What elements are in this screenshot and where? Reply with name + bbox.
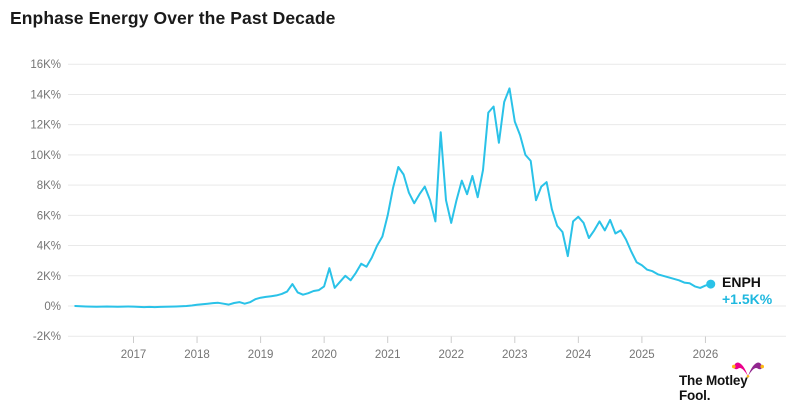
svg-text:-2K%: -2K%	[33, 331, 61, 343]
gridlines	[68, 63, 786, 337]
end-point-marker	[706, 279, 716, 289]
svg-text:2K%: 2K%	[37, 271, 61, 283]
svg-text:2025: 2025	[629, 349, 655, 361]
svg-text:0%: 0%	[44, 301, 61, 313]
series-end-labels: ENPH +1.5K%	[722, 274, 772, 308]
svg-text:2024: 2024	[566, 349, 592, 361]
price-line	[74, 87, 712, 309]
svg-text:2023: 2023	[502, 349, 528, 361]
jester-hat-icon	[732, 362, 764, 378]
svg-text:2022: 2022	[438, 349, 464, 361]
motley-fool-logo: The Motley Fool.	[679, 356, 779, 403]
chart-title: Enphase Energy Over the Past Decade	[10, 8, 336, 28]
svg-text:6K%: 6K%	[37, 210, 61, 222]
logo-text: The Motley Fool.	[679, 373, 748, 403]
chart-svg: 16K%14K%12K%10K%8K%6K%4K%2K%0%-2K% 2017 2…	[30, 59, 786, 361]
svg-text:16K%: 16K%	[30, 59, 61, 71]
svg-text:12K%: 12K%	[30, 120, 61, 132]
x-axis-ticks	[133, 336, 706, 343]
ticker-label: ENPH	[722, 274, 761, 290]
svg-text:2019: 2019	[248, 349, 274, 361]
y-axis-labels: 16K% 14K% 12K% 10K% 8K% 6K% 4K% 2K% 0% -2K%	[30, 59, 61, 343]
svg-text:10K%: 10K%	[30, 150, 61, 162]
svg-text:14K%: 14K%	[30, 89, 61, 101]
svg-text:2017: 2017	[121, 349, 147, 361]
svg-text:8K%: 8K%	[37, 180, 61, 192]
svg-text:2020: 2020	[311, 349, 337, 361]
svg-text:4K%: 4K%	[37, 241, 61, 253]
svg-text:2026: 2026	[693, 349, 719, 361]
x-axis-labels: 2017 2018 2019 2020 2021 2022 2023 2024 2025 2026	[121, 349, 719, 361]
svg-text:2021: 2021	[375, 349, 401, 361]
svg-text:2018: 2018	[184, 349, 210, 361]
change-value-label: +1.5K%	[722, 290, 773, 307]
